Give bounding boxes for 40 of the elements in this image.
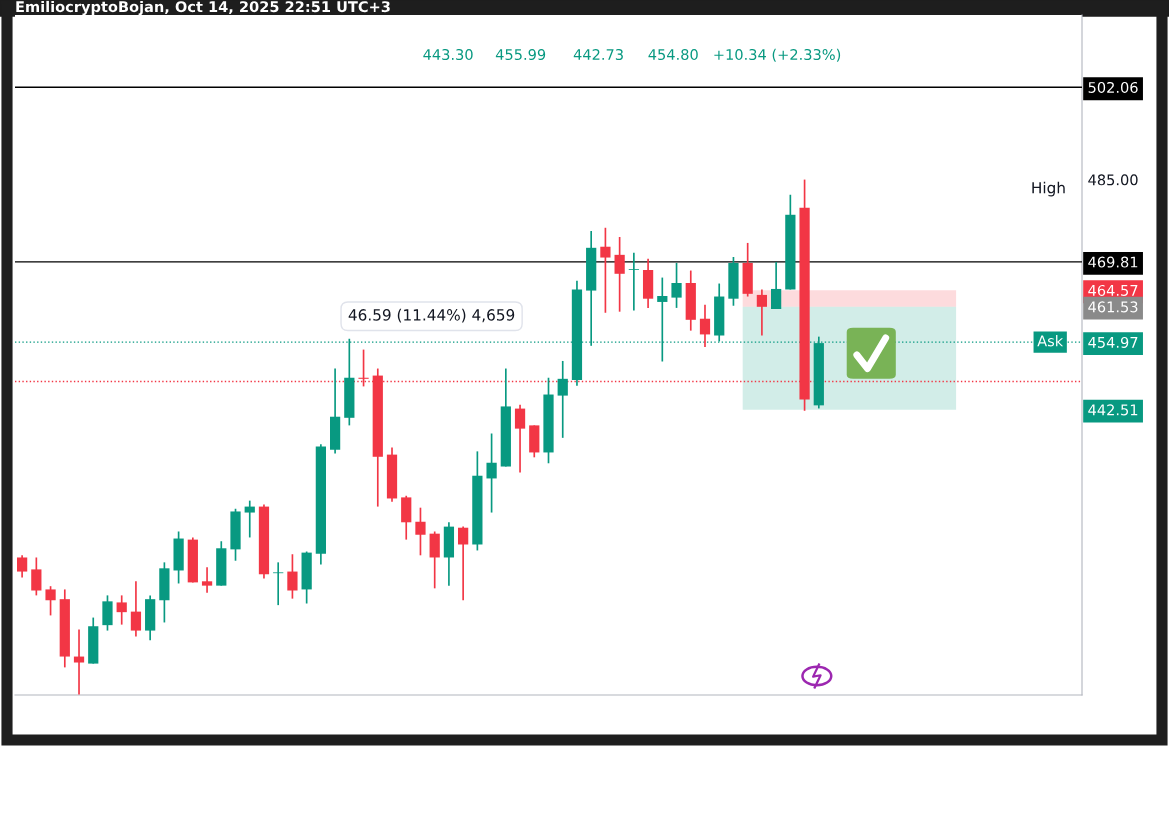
candlestick [31,556,42,597]
y-tick-label: 469.81 [1088,256,1138,268]
candlestick [73,628,85,695]
candlestick [16,554,28,579]
candlestick [415,506,426,557]
candlestick [201,566,213,594]
y-tick-label: 464.57 [1088,284,1138,296]
annotation: 443.30 [423,49,473,61]
candlestick [699,303,711,348]
y-tick-label: 454.97 [1088,336,1138,348]
candlestick [614,236,625,313]
candlestick [287,553,298,600]
candlestick [130,580,142,638]
candlestick [45,585,56,617]
annotation: 442.73 [573,49,623,61]
y-tick-label: 461.53 [1088,301,1138,313]
annotation: 46.59 (11.44%) 4,659 [348,308,515,323]
ref-line-label: Ask [1037,335,1064,347]
candlestick [756,288,768,337]
candlestick [557,360,568,439]
annotation: +10.34 (+2.33%) [714,48,841,62]
y-tick-label: 502.06 [1088,81,1138,93]
annotation: 455.99 [495,49,546,61]
candlestick [429,530,440,590]
y-tick-label: 485.00 [1088,174,1138,186]
candlestick [600,226,611,314]
chart-title: EmiliocryptoBojan, Oct 14, 2025 22:51 UTC+3 [16,0,390,16]
candlestick [244,499,255,539]
y-tick-label: 442.51 [1088,404,1138,416]
candlestick [514,403,526,474]
candlestick [486,432,497,514]
candlestick [771,261,782,310]
candlestick [628,251,639,312]
candlestick [102,594,113,632]
candlestick [273,561,284,606]
candlestick [671,262,682,309]
candlestick [116,594,127,626]
candlestick [458,525,469,602]
annotation: High [1032,181,1065,197]
annotation: 454.80 [648,49,698,61]
